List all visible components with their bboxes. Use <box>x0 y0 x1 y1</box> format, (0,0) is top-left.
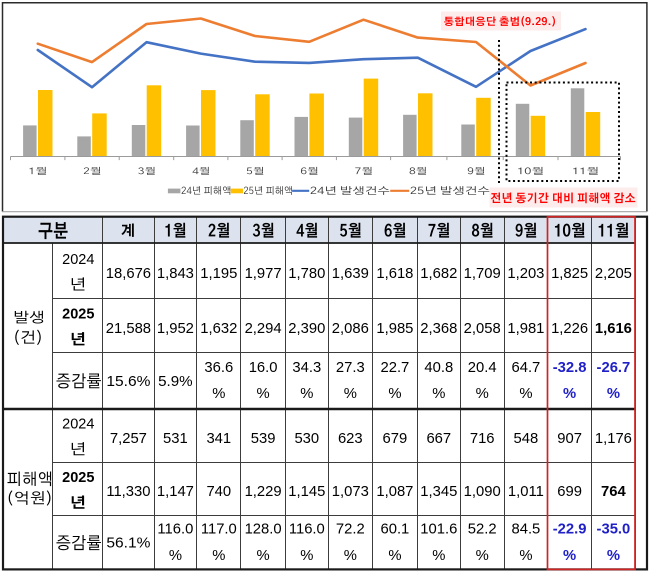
svg-text:1,780: 1,780 <box>288 266 325 282</box>
svg-text:1,073: 1,073 <box>332 484 369 500</box>
svg-text:341: 341 <box>206 431 231 447</box>
svg-text:60.1: 60.1 <box>380 522 409 538</box>
svg-text:%: % <box>300 386 313 402</box>
svg-text:72.2: 72.2 <box>336 522 365 538</box>
svg-text:1,087: 1,087 <box>376 484 413 500</box>
svg-text:11,330: 11,330 <box>106 484 150 500</box>
svg-text:2025: 2025 <box>62 307 94 323</box>
svg-text:22.7: 22.7 <box>380 360 409 376</box>
svg-text:7,257: 7,257 <box>110 431 147 447</box>
svg-text:-32.8: -32.8 <box>553 360 587 376</box>
svg-text:716: 716 <box>470 431 495 447</box>
svg-text:2,086: 2,086 <box>332 321 369 337</box>
svg-text:%: % <box>432 386 445 402</box>
svg-text:56.1%: 56.1% <box>106 536 150 552</box>
svg-text:1,229: 1,229 <box>245 484 282 500</box>
svg-text:1,618: 1,618 <box>376 266 413 282</box>
svg-text:1,709: 1,709 <box>464 266 501 282</box>
svg-text:623: 623 <box>338 431 363 447</box>
svg-text:%: % <box>388 548 401 564</box>
svg-text:548: 548 <box>514 431 539 447</box>
svg-text:34.3: 34.3 <box>292 360 321 376</box>
svg-text:1,825: 1,825 <box>551 266 588 282</box>
svg-text:1,977: 1,977 <box>245 266 282 282</box>
svg-text:1,147: 1,147 <box>157 484 194 500</box>
svg-text:679: 679 <box>383 431 408 447</box>
svg-text:%: % <box>169 548 182 564</box>
svg-text:-22.9: -22.9 <box>553 522 587 538</box>
svg-text:116.0: 116.0 <box>157 522 193 538</box>
svg-text:1,616: 1,616 <box>595 321 632 337</box>
svg-text:%: % <box>563 548 576 564</box>
svg-text:116.0: 116.0 <box>289 522 325 538</box>
svg-text:64.7: 64.7 <box>511 360 540 376</box>
svg-text:764: 764 <box>601 484 626 500</box>
svg-text:%: % <box>432 548 445 564</box>
svg-text:%: % <box>476 548 489 564</box>
svg-text:%: % <box>212 548 225 564</box>
svg-text:16.0: 16.0 <box>249 360 278 376</box>
svg-text:1,632: 1,632 <box>200 321 237 337</box>
svg-text:2,368: 2,368 <box>420 321 457 337</box>
svg-text:%: % <box>519 386 532 402</box>
svg-text:2,390: 2,390 <box>288 321 325 337</box>
svg-text:2,294: 2,294 <box>245 321 282 337</box>
svg-text:667: 667 <box>426 431 451 447</box>
svg-text:%: % <box>476 386 489 402</box>
svg-text:%: % <box>607 386 620 402</box>
svg-text:1,345: 1,345 <box>420 484 457 500</box>
svg-text:40.8: 40.8 <box>424 360 453 376</box>
svg-text:%: % <box>212 386 225 402</box>
svg-text:1,985: 1,985 <box>376 321 413 337</box>
svg-text:2024: 2024 <box>62 252 94 268</box>
svg-text:20.4: 20.4 <box>468 360 497 376</box>
svg-text:699: 699 <box>557 484 582 500</box>
svg-text:1,682: 1,682 <box>420 266 457 282</box>
svg-text:52.2: 52.2 <box>468 522 497 538</box>
svg-text:1,195: 1,195 <box>200 266 237 282</box>
svg-text:27.3: 27.3 <box>336 360 365 376</box>
svg-text:%: % <box>519 548 532 564</box>
svg-text:%: % <box>257 548 270 564</box>
svg-text:1,843: 1,843 <box>157 266 194 282</box>
svg-text:1,011: 1,011 <box>508 484 544 500</box>
svg-text:5.9%: 5.9% <box>158 374 193 390</box>
svg-text:%: % <box>607 548 620 564</box>
svg-text:%: % <box>344 548 357 564</box>
svg-text:1,952: 1,952 <box>157 321 194 337</box>
svg-text:18,676: 18,676 <box>106 266 151 282</box>
svg-text:15.6%: 15.6% <box>106 374 150 390</box>
svg-text:%: % <box>344 386 357 402</box>
svg-text:%: % <box>257 386 270 402</box>
svg-text:539: 539 <box>251 431 276 447</box>
svg-text:1,145: 1,145 <box>288 484 325 500</box>
svg-text:-35.0: -35.0 <box>597 522 631 538</box>
svg-text:1,176: 1,176 <box>595 431 632 447</box>
svg-text:36.6: 36.6 <box>204 360 233 376</box>
svg-text:907: 907 <box>557 431 582 447</box>
svg-text:-26.7: -26.7 <box>597 360 631 376</box>
svg-text:1,639: 1,639 <box>332 266 369 282</box>
svg-text:101.6: 101.6 <box>420 522 457 538</box>
svg-text:%: % <box>300 548 313 564</box>
svg-text:530: 530 <box>294 431 319 447</box>
svg-text:128.0: 128.0 <box>245 522 282 538</box>
svg-text:%: % <box>563 386 576 402</box>
svg-text:2,205: 2,205 <box>595 266 632 282</box>
svg-text:740: 740 <box>206 484 231 500</box>
svg-text:2024: 2024 <box>62 417 94 433</box>
svg-text:84.5: 84.5 <box>511 522 540 538</box>
svg-text:%: % <box>388 386 401 402</box>
svg-text:2,058: 2,058 <box>464 321 501 337</box>
svg-text:117.0: 117.0 <box>201 522 237 538</box>
svg-text:1,203: 1,203 <box>507 266 544 282</box>
svg-text:531: 531 <box>163 431 188 447</box>
svg-text:1,090: 1,090 <box>464 484 501 500</box>
svg-text:1,981: 1,981 <box>507 321 544 337</box>
svg-text:21,588: 21,588 <box>106 321 151 337</box>
svg-text:1,226: 1,226 <box>551 321 588 337</box>
svg-text:2025: 2025 <box>62 470 94 486</box>
